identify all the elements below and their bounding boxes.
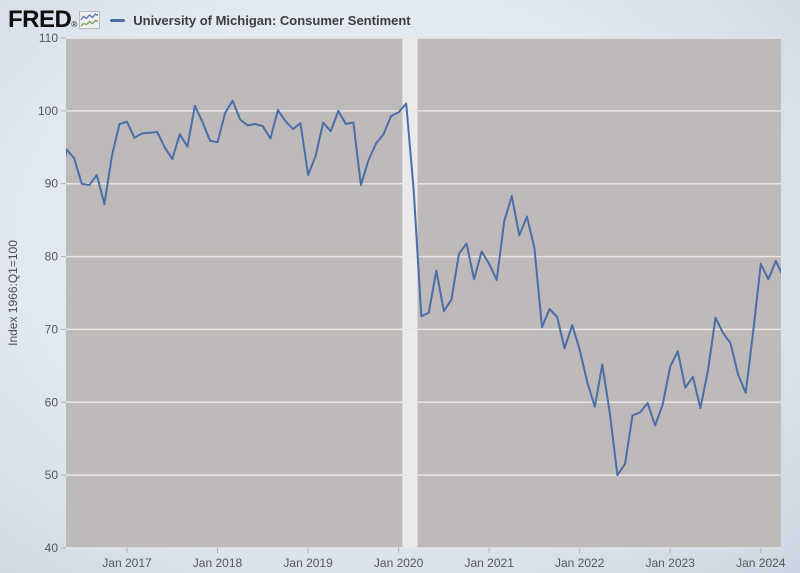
fred-logo-text: FRED [8, 6, 72, 33]
series-line[interactable] [59, 99, 783, 477]
x-tick-label: Jan 2019 [283, 556, 333, 570]
x-tick-label: Jan 2018 [193, 556, 243, 570]
y-axis-title: Index 1966:Q1=100 [6, 240, 20, 346]
x-tick-label: Jan 2020 [374, 556, 424, 570]
y-tick-label: 40 [45, 541, 59, 555]
legend-line-marker [110, 18, 126, 22]
x-tick-label: Jan 2023 [646, 556, 696, 570]
y-tick-label: 60 [45, 395, 59, 409]
x-tick-label: Jan 2022 [555, 556, 605, 570]
fred-logo[interactable]: FRED ® [8, 6, 101, 33]
header: FRED ® University of Michigan: Consumer S… [0, 0, 800, 37]
y-tick-label: 110 [39, 31, 58, 45]
y-tick-label: 50 [45, 468, 59, 482]
recession-band [402, 38, 418, 548]
legend-series-label: University of Michigan: Consumer Sentime… [133, 12, 411, 28]
y-tick-label: 80 [45, 250, 59, 264]
registered-trademark: ® [71, 20, 78, 29]
x-tick-label: Jan 2021 [465, 556, 515, 570]
fred-logo-chart-icon [79, 11, 101, 29]
x-tick-label: Jan 2024 [736, 556, 786, 570]
legend: University of Michigan: Consumer Sentime… [110, 12, 411, 28]
y-tick-label: 90 [45, 177, 59, 191]
y-tick-label: 100 [38, 104, 58, 118]
y-tick-label: 70 [45, 322, 59, 336]
plot-background [66, 38, 781, 548]
x-tick-label: Jan 2017 [102, 556, 152, 570]
